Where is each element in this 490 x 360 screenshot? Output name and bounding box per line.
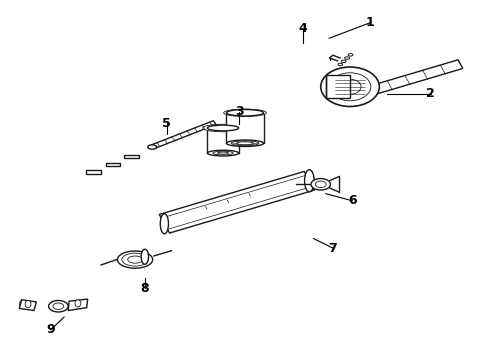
Polygon shape: [207, 128, 239, 153]
Text: 5: 5: [163, 117, 171, 130]
Ellipse shape: [321, 67, 379, 107]
Ellipse shape: [311, 179, 331, 190]
Ellipse shape: [329, 73, 371, 101]
Text: 8: 8: [141, 282, 149, 295]
Polygon shape: [19, 300, 36, 311]
Polygon shape: [369, 60, 463, 95]
Text: 1: 1: [365, 17, 374, 30]
Ellipse shape: [348, 54, 353, 56]
Ellipse shape: [148, 145, 157, 149]
Ellipse shape: [207, 125, 239, 131]
Ellipse shape: [338, 63, 343, 66]
Ellipse shape: [203, 124, 244, 132]
Text: 4: 4: [298, 22, 307, 35]
Ellipse shape: [341, 60, 346, 63]
Ellipse shape: [25, 301, 31, 308]
Ellipse shape: [118, 251, 153, 268]
Ellipse shape: [122, 253, 148, 266]
Text: 7: 7: [329, 242, 337, 255]
Ellipse shape: [75, 300, 81, 307]
Polygon shape: [106, 163, 121, 166]
Text: 9: 9: [46, 323, 55, 336]
Polygon shape: [86, 171, 101, 174]
Ellipse shape: [305, 171, 314, 191]
Ellipse shape: [226, 109, 264, 116]
Text: 3: 3: [235, 105, 244, 118]
Ellipse shape: [223, 109, 267, 117]
Text: 6: 6: [348, 194, 357, 207]
Polygon shape: [226, 113, 264, 143]
Polygon shape: [151, 121, 216, 149]
Ellipse shape: [226, 140, 264, 147]
Ellipse shape: [305, 170, 314, 192]
Ellipse shape: [160, 214, 169, 234]
Text: 2: 2: [426, 87, 435, 100]
Ellipse shape: [339, 79, 361, 94]
Ellipse shape: [207, 150, 239, 156]
Ellipse shape: [49, 301, 68, 312]
Ellipse shape: [141, 249, 148, 264]
Polygon shape: [159, 171, 315, 233]
Ellipse shape: [344, 57, 349, 59]
Ellipse shape: [316, 181, 326, 188]
Polygon shape: [326, 75, 350, 98]
Polygon shape: [68, 299, 88, 311]
Polygon shape: [124, 155, 139, 158]
